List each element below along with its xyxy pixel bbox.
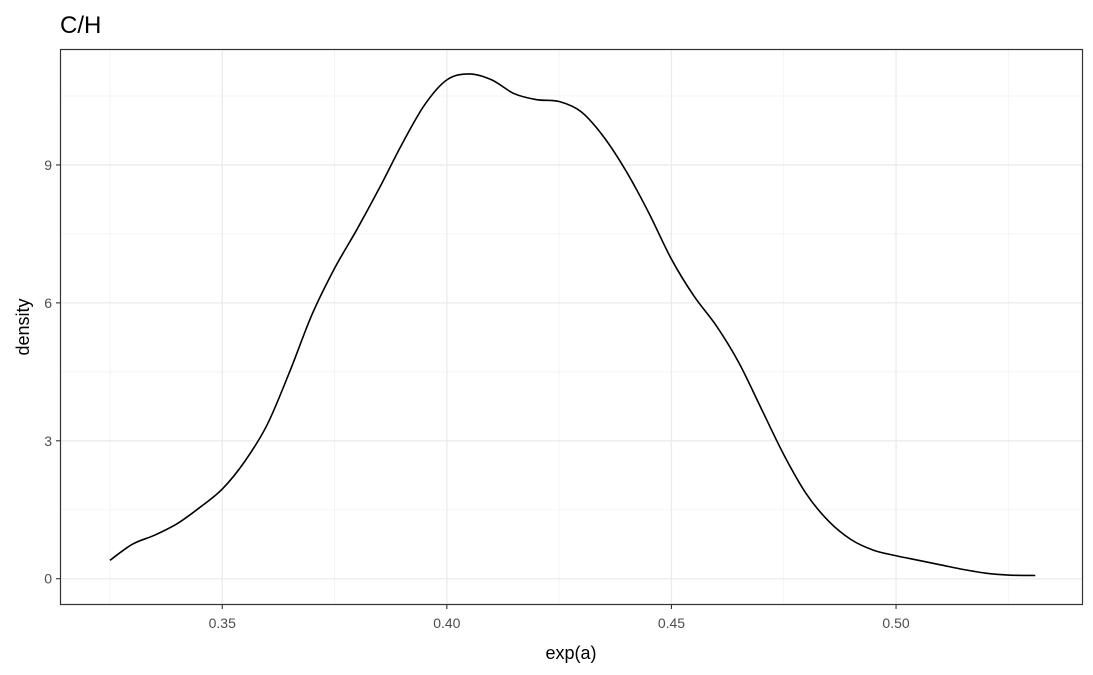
x-tick-label: 0.45 <box>658 615 685 631</box>
x-tick-label: 0.40 <box>433 615 460 631</box>
x-axis: 0.35 0.40 0.45 0.50 <box>209 604 910 631</box>
x-tick-label: 0.50 <box>882 615 909 631</box>
x-axis-label: exp(a) <box>545 643 596 663</box>
curve-layer <box>109 73 1036 577</box>
y-tick-label: 6 <box>44 295 52 311</box>
x-tick-label: 0.35 <box>209 615 236 631</box>
chart-title: C/H <box>60 12 101 39</box>
density-curve-line <box>109 73 1036 577</box>
y-axis: 0 3 6 9 <box>44 157 61 587</box>
y-tick-label: 3 <box>44 433 52 449</box>
y-tick-label: 9 <box>44 157 52 173</box>
y-tick-label: 0 <box>44 571 52 587</box>
y-axis-label: density <box>13 298 33 355</box>
grid <box>61 50 1082 604</box>
plot-panel-border <box>59 48 1084 606</box>
